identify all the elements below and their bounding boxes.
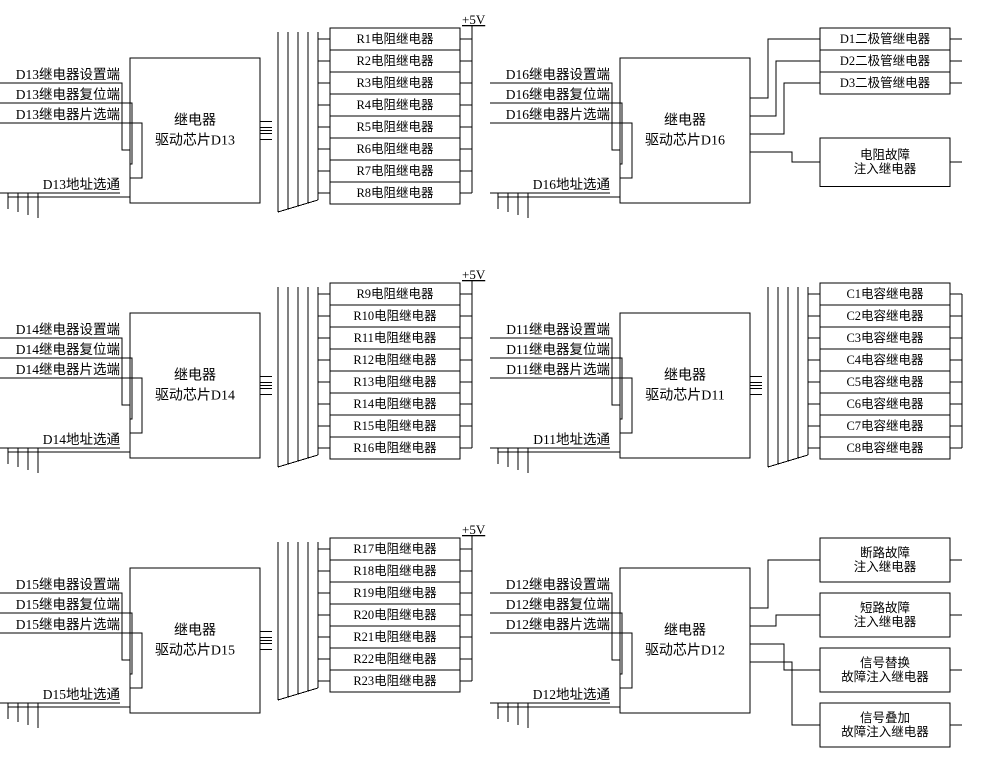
input-label: D16继电器片选端	[506, 107, 610, 122]
addr-label: D12地址选通	[533, 687, 611, 702]
chip-title-2: 驱动芯片D13	[155, 133, 235, 149]
chip-box	[130, 568, 260, 713]
relay-label: D1二极管继电器	[840, 31, 931, 46]
addr-label: D14地址选通	[43, 432, 121, 447]
relay-label: 短路故障	[860, 600, 910, 615]
relay-label: R5电阻继电器	[356, 120, 434, 134]
relay-label: R15电阻继电器	[353, 419, 437, 433]
relay-label: C8电容继电器	[846, 440, 924, 455]
relay-label: 故障注入继电器	[841, 669, 929, 684]
relay-label: 注入继电器	[854, 614, 917, 629]
relay-label: R22电阻继电器	[353, 652, 437, 666]
relay-label: D2二极管继电器	[840, 53, 931, 68]
relay-label: 信号替换	[860, 656, 911, 670]
relay-label: R16电阻继电器	[353, 441, 437, 455]
chip-box	[130, 313, 260, 458]
input-label: D14继电器复位端	[16, 341, 120, 357]
relay-label: 注入继电器	[854, 161, 917, 176]
relay-label: R4电阻继电器	[356, 98, 434, 112]
relay-label: C5电容继电器	[846, 374, 924, 389]
relay-label: C1电容继电器	[846, 286, 924, 301]
block-d14: 继电器驱动芯片D14 D14继电器设置端 D14继电器复位端 D14继电器片选端 D14…	[0, 267, 486, 473]
relay-label: R10电阻继电器	[353, 309, 437, 323]
relay-label: R9电阻继电器	[356, 287, 434, 301]
relay-label: R14电阻继电器	[353, 397, 437, 411]
block-d13: 继电器驱动芯片D13 D13继电器设置端 D13继电器复位端 D13继电器片选端 D13…	[0, 12, 486, 218]
input-label: D16继电器复位端	[506, 86, 610, 102]
relay-label: 信号叠加	[860, 711, 910, 725]
input-label: D15继电器片选端	[16, 617, 120, 632]
chip-title-1: 继电器	[664, 623, 706, 639]
block-d16: 继电器驱动芯片D16 D16继电器设置端 D16继电器复位端 D16继电器片选端 D16…	[490, 28, 962, 218]
relay-label: R11电阻继电器	[354, 331, 437, 345]
input-label: D13继电器复位端	[16, 86, 120, 102]
input-label: D13继电器片选端	[16, 107, 120, 122]
block-d15: 继电器驱动芯片D15 D15继电器设置端 D15继电器复位端 D15继电器片选端 D15…	[0, 522, 486, 728]
chip-title-2: 驱动芯片D15	[155, 643, 235, 659]
relay-label: C2电容继电器	[846, 308, 924, 323]
input-label: D15继电器复位端	[16, 596, 120, 612]
input-label: D14继电器设置端	[16, 322, 120, 337]
addr-label: D16地址选通	[533, 177, 611, 192]
chip-title-1: 继电器	[664, 368, 706, 384]
chip-title-1: 继电器	[174, 113, 216, 129]
block-d12: 继电器驱动芯片D12 D12继电器设置端 D12继电器复位端 D12继电器片选端 D12…	[490, 538, 962, 747]
chip-title-2: 驱动芯片D14	[155, 388, 235, 404]
relay-label: R17电阻继电器	[353, 542, 437, 556]
chip-title-1: 继电器	[664, 113, 706, 129]
input-label: D14继电器片选端	[16, 362, 120, 377]
addr-label: D15地址选通	[43, 687, 121, 702]
chip-title-1: 继电器	[174, 368, 216, 384]
input-label: D15继电器设置端	[16, 577, 120, 592]
relay-label: R8电阻继电器	[356, 186, 434, 200]
addr-label: D11地址选通	[533, 432, 610, 447]
relay-label: R19电阻继电器	[353, 586, 437, 600]
relay-label: R12电阻继电器	[353, 353, 437, 367]
chip-title-1: 继电器	[174, 623, 216, 639]
chip-title-2: 驱动芯片D11	[645, 388, 725, 404]
input-label: D11继电器设置端	[506, 322, 610, 337]
v5-label: +5V	[462, 267, 486, 282]
relay-driver-block-diagram: 继电器驱动芯片D13D13继电器设置端D13继电器复位端D13继电器片选端D13…	[0, 0, 1000, 782]
input-label: D12继电器片选端	[506, 617, 610, 632]
relay-label: C6电容继电器	[846, 396, 924, 411]
relay-label: R20电阻继电器	[353, 608, 437, 622]
input-label: D16继电器设置端	[506, 67, 610, 82]
relay-label: R2电阻继电器	[356, 54, 434, 68]
relay-label: 电阻故障	[860, 147, 910, 162]
addr-label: D13地址选通	[43, 177, 121, 192]
relay-label: 故障注入继电器	[841, 724, 929, 739]
input-label: D11继电器复位端	[506, 341, 610, 357]
relay-label: C3电容继电器	[846, 330, 924, 345]
chip-box	[620, 313, 750, 458]
relay-label: R6电阻继电器	[356, 142, 434, 156]
chip-title-2: 驱动芯片D12	[645, 643, 725, 659]
chip-box	[620, 568, 750, 713]
relay-label: C4电容继电器	[846, 352, 924, 367]
input-label: D13继电器设置端	[16, 67, 120, 82]
block-d11: 继电器驱动芯片D11 D11继电器设置端 D11继电器复位端 D11继电器片选端 D11…	[490, 283, 962, 473]
input-label: D12继电器设置端	[506, 577, 610, 592]
relay-label: R18电阻继电器	[353, 564, 437, 578]
relay-label: 注入继电器	[854, 559, 917, 574]
input-label: D12继电器复位端	[506, 596, 610, 612]
input-label: D11继电器片选端	[506, 362, 610, 377]
relay-label: R23电阻继电器	[353, 674, 437, 688]
chip-title-2: 驱动芯片D16	[645, 133, 725, 149]
relay-label: R3电阻继电器	[356, 76, 434, 90]
relay-label: R7电阻继电器	[356, 164, 434, 178]
relay-label: R13电阻继电器	[353, 375, 437, 389]
relay-label: R1电阻继电器	[356, 32, 434, 46]
relay-label: R21电阻继电器	[353, 630, 437, 644]
relay-label: D3二极管继电器	[840, 75, 931, 90]
relay-label: 断路故障	[860, 545, 910, 560]
v5-label: +5V	[462, 522, 486, 537]
relay-label: C7电容继电器	[846, 418, 924, 433]
chip-box	[620, 58, 750, 203]
v5-label: +5V	[462, 12, 486, 27]
chip-box	[130, 58, 260, 203]
